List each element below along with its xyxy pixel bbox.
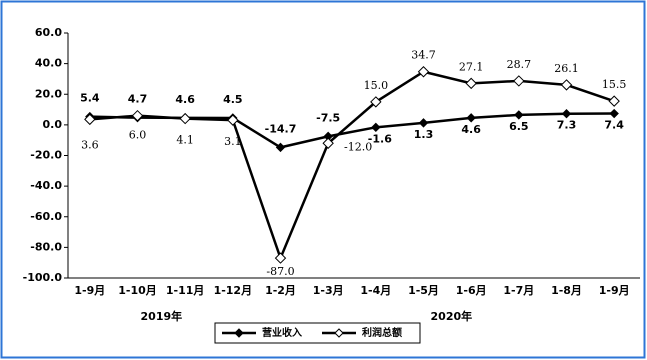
x-tick-label: 1-6月 — [456, 284, 487, 297]
legend-label: 利润总额 — [362, 326, 402, 339]
point — [417, 66, 430, 78]
point — [609, 108, 619, 119]
legend-marker — [234, 328, 244, 338]
y-tick-label: -80.0 — [30, 240, 62, 253]
y-tick-label: -100.0 — [23, 271, 63, 284]
series-line — [89, 70, 615, 262]
data-label: 3.1 — [224, 135, 242, 148]
data-label: 7.3 — [557, 119, 577, 132]
point — [275, 142, 286, 153]
data-label: 6.5 — [509, 120, 529, 133]
data-label: -7.5 — [316, 111, 340, 124]
data-label: 1.3 — [414, 128, 434, 141]
y-tick-label: -20.0 — [30, 149, 62, 162]
data-label: 3.6 — [81, 138, 99, 151]
y-tick-label: 40.0 — [35, 57, 62, 70]
data-label: 5.4 — [80, 92, 100, 105]
data-label: -87.0 — [266, 265, 294, 278]
point — [371, 122, 381, 133]
point — [84, 113, 96, 126]
data-label: 4.1 — [176, 134, 194, 147]
y-tick-label: 0.0 — [43, 118, 63, 131]
point — [465, 77, 477, 90]
point — [560, 79, 573, 91]
x-tick-label: 1-2月 — [265, 284, 296, 297]
legend-box — [214, 322, 421, 344]
point — [514, 110, 524, 120]
point — [179, 112, 191, 125]
data-label: 27.1 — [459, 60, 484, 73]
x-tick-label: 1-9月 — [599, 284, 630, 297]
point — [513, 75, 525, 87]
point — [418, 118, 429, 128]
x-tick-label: 1-7月 — [503, 284, 534, 297]
x-tick-label: 1-4月 — [360, 284, 391, 297]
x-tick-label: 1-12月 — [214, 284, 253, 297]
data-label: 4.7 — [128, 93, 148, 106]
data-label: 28.7 — [507, 58, 532, 71]
point — [561, 108, 572, 119]
x-tick-label: 1-5月 — [408, 284, 439, 297]
data-label: 26.1 — [554, 62, 579, 75]
data-label: 7.4 — [604, 119, 624, 132]
point — [227, 114, 239, 126]
point — [608, 95, 620, 107]
data-label: 4.6 — [461, 123, 481, 136]
year-label: 2020年 — [431, 309, 473, 323]
point — [274, 252, 287, 264]
data-label: 15.0 — [364, 79, 389, 92]
data-label: 4.5 — [223, 93, 243, 106]
x-tick-label: 1-8月 — [551, 284, 582, 297]
x-tick-label: 1-3月 — [313, 284, 344, 297]
x-tick-label: 1-10月 — [118, 284, 157, 297]
data-label: 4.6 — [175, 93, 195, 106]
y-tick-label: -40.0 — [30, 179, 62, 192]
data-label: -12.0 — [344, 140, 372, 153]
point — [322, 137, 334, 149]
data-label: 34.7 — [411, 49, 436, 62]
data-label: -1.6 — [368, 132, 392, 145]
y-tick-label: 20.0 — [35, 87, 62, 100]
year-label: 2019年 — [141, 309, 183, 323]
point — [370, 96, 382, 108]
x-tick-label: 1-11月 — [166, 284, 205, 297]
point — [131, 109, 144, 122]
data-label: 15.5 — [602, 78, 627, 91]
y-tick-label: 60.0 — [35, 26, 62, 39]
data-label: -14.7 — [265, 122, 297, 135]
x-tick-label: 1-9月 — [74, 284, 105, 297]
legend-label: 营业收入 — [262, 326, 302, 339]
data-label: 6.0 — [129, 129, 147, 142]
point — [466, 113, 476, 123]
legend-marker — [334, 328, 344, 338]
y-tick-label: -60.0 — [30, 210, 62, 223]
